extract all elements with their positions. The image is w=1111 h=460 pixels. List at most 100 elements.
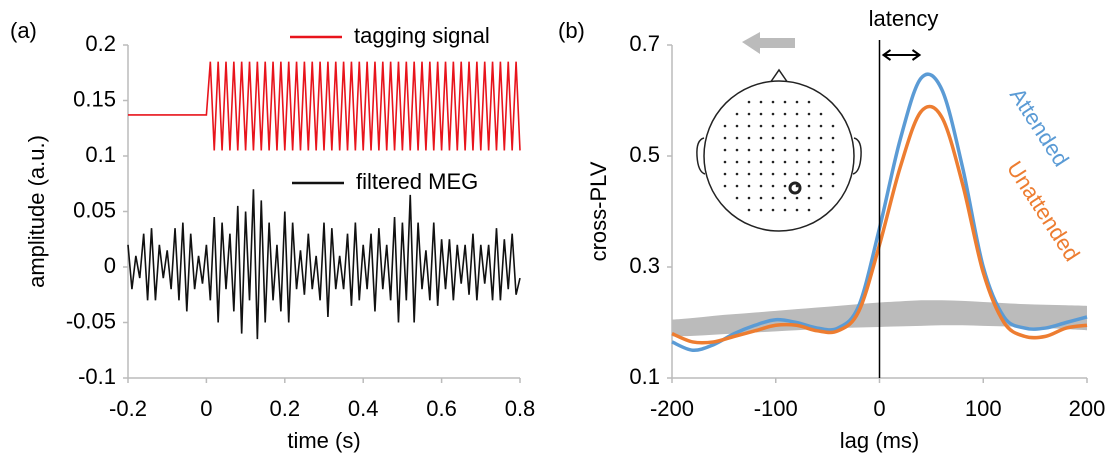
electrode: [759, 136, 763, 140]
electrode: [723, 160, 727, 164]
electrode: [747, 148, 751, 152]
electrode: [831, 172, 835, 176]
electrode: [807, 196, 811, 200]
x-tick-label: 0.2: [270, 396, 301, 421]
electrode: [747, 196, 751, 200]
electrode: [783, 100, 787, 104]
electrode: [735, 124, 739, 128]
series-line: [671, 104, 1088, 345]
electrode: [807, 112, 811, 116]
electrode: [747, 124, 751, 128]
electrode: [819, 196, 823, 200]
y-tick-label: 0.7: [629, 31, 660, 56]
electrode: [747, 184, 751, 188]
electrode: [747, 172, 751, 176]
series-label: Unattended: [1002, 157, 1085, 266]
series-line: [128, 61, 521, 151]
x-tick-label: -200: [650, 396, 694, 421]
x-axis-label: time (s): [287, 428, 360, 453]
electrode: [795, 148, 799, 152]
electrode: [831, 160, 835, 164]
electrode: [807, 148, 811, 152]
y-tick-label: 0.15: [73, 86, 116, 111]
electrode: [771, 112, 775, 116]
y-tick-label: 0.5: [629, 142, 660, 167]
electrode: [759, 112, 763, 116]
electrode: [795, 112, 799, 116]
electrode: [795, 100, 799, 104]
x-tick-label: -100: [754, 396, 798, 421]
electrode: [735, 160, 739, 164]
electrode: [783, 184, 787, 188]
electrode: [771, 124, 775, 128]
electrode: [795, 184, 799, 188]
y-tick-label: 0.3: [629, 253, 660, 278]
electrode: [759, 184, 763, 188]
legend-label: tagging signal: [354, 23, 490, 48]
electrode: [795, 136, 799, 140]
ear: [696, 137, 706, 175]
y-tick-label: 0.1: [85, 142, 116, 167]
electrode: [795, 196, 799, 200]
electrode: [783, 208, 787, 212]
direction-arrow: [742, 32, 795, 54]
nose: [769, 68, 789, 84]
electrode: [807, 184, 811, 188]
y-tick-label: -0.1: [78, 364, 116, 389]
electrode: [819, 172, 823, 176]
electrode: [735, 172, 739, 176]
electrode: [723, 172, 727, 176]
electrode: [747, 100, 751, 104]
electrode: [723, 184, 727, 188]
electrode: [795, 160, 799, 164]
x-tick-label: 0.6: [426, 396, 457, 421]
electrode: [735, 148, 739, 152]
electrode: [807, 160, 811, 164]
electrode: [819, 160, 823, 164]
electrode: [723, 148, 727, 152]
electrode: [819, 124, 823, 128]
electrode: [747, 136, 751, 140]
electrode: [783, 172, 787, 176]
panel-label: (a): [10, 18, 37, 43]
electrode: [807, 208, 811, 212]
electrode: [723, 136, 727, 140]
electrode: [783, 148, 787, 152]
electrode: [783, 160, 787, 164]
panel-label: (b): [558, 18, 585, 43]
ear: [852, 137, 862, 175]
electrode: [819, 148, 823, 152]
electrode: [747, 160, 751, 164]
series-line: [127, 189, 521, 340]
y-tick-label: 0.2: [85, 31, 116, 56]
electrode: [735, 196, 739, 200]
scalp: [703, 80, 855, 232]
head-map: [696, 68, 862, 232]
sensor-marker: [788, 181, 802, 195]
electrode: [795, 172, 799, 176]
x-tick-label: -0.2: [109, 396, 147, 421]
electrode: [759, 100, 763, 104]
electrode: [735, 184, 739, 188]
electrode: [747, 112, 751, 116]
electrode: [783, 124, 787, 128]
electrode: [771, 208, 775, 212]
electrode: [759, 196, 763, 200]
electrode: [759, 208, 763, 212]
electrode: [807, 100, 811, 104]
y-tick-label: 0: [104, 253, 116, 278]
electrode: [759, 160, 763, 164]
electrode: [831, 136, 835, 140]
electrode: [807, 124, 811, 128]
electrode: [771, 136, 775, 140]
electrode: [771, 100, 775, 104]
electrode: [795, 208, 799, 212]
electrode: [819, 184, 823, 188]
electrode: [807, 136, 811, 140]
electrode: [759, 148, 763, 152]
electrode: [771, 184, 775, 188]
y-axis-label: cross-PLV: [586, 161, 611, 261]
electrode: [759, 172, 763, 176]
electrode: [819, 112, 823, 116]
